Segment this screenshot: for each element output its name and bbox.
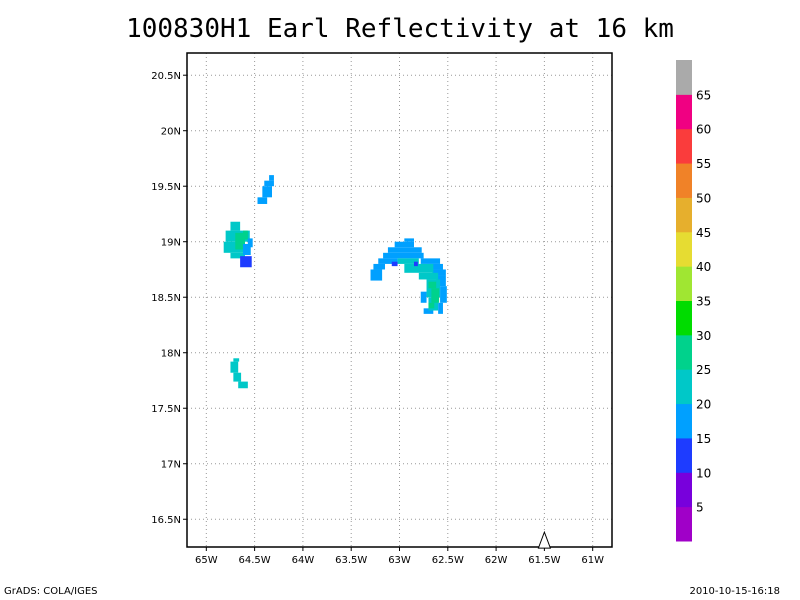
x-tick-label: 64.5W (239, 555, 271, 566)
echo-band-east-teal (404, 263, 434, 273)
echo-cell-north (257, 197, 268, 204)
chart-title: 100830H1 Earl Reflectivity at 16 km (126, 14, 674, 44)
colorbar-segment (676, 94, 692, 130)
colorbar-segment (676, 403, 692, 439)
x-tick-label: 63W (388, 555, 411, 566)
echo-cell-west (230, 252, 245, 259)
axis-ticks: 65W 64.5W 64W 63.5W 63W 62.5W 62W 61.5W 61W 16.5N… (151, 71, 604, 566)
colorbar-label: 10 (696, 466, 711, 480)
colorbar-segment (676, 60, 692, 95)
colorbar-label: 55 (696, 157, 711, 171)
echo-band-east (436, 275, 446, 287)
echo-cell-south (233, 372, 242, 382)
echo-band-east (387, 247, 422, 253)
echo-band-east-core (431, 288, 440, 303)
triangle-icon (537, 530, 552, 549)
colorbar-segment (676, 506, 692, 542)
echo-band-east-teal (418, 272, 439, 280)
echo-cell-south (233, 358, 240, 362)
colorbar-label: 25 (696, 363, 711, 377)
colorbar-segment (676, 300, 692, 336)
echo-cell-west-blue (243, 243, 251, 256)
x-tick-label: 61.5W (528, 555, 560, 566)
echo-cell-west-dark (240, 256, 252, 268)
echo-band-east (383, 252, 424, 259)
echo-band-east (373, 263, 386, 270)
colorbar-label: 35 (696, 295, 711, 309)
colorbar-label: 50 (696, 191, 711, 205)
echo-band-east (404, 238, 414, 242)
reflectivity-echoes (223, 175, 447, 389)
colorbar-segment (676, 437, 692, 473)
colorbar: 5 10 15 20 25 30 35 40 45 50 55 60 65 (676, 60, 711, 542)
echo-band-east (370, 269, 383, 281)
colorbar-segment (676, 128, 692, 164)
storm-marker (537, 530, 552, 549)
echo-band-east (438, 302, 443, 314)
colorbar-segment (676, 163, 692, 198)
echo-band-east (426, 263, 443, 270)
echo-band-east (440, 286, 447, 303)
footer-timestamp: 2010-10-15-16:18 (689, 586, 780, 597)
x-tick-label: 63.5W (335, 555, 367, 566)
footer-credit: GrADS: COLA/IGES (4, 586, 98, 597)
colorbar-label: 65 (696, 88, 711, 102)
echo-band-east (394, 241, 414, 248)
echo-band-east-dark (391, 261, 398, 267)
echo-cell-west-core (235, 232, 245, 250)
x-tick-label: 64W (292, 555, 315, 566)
echo-cell-north (264, 180, 274, 187)
x-tick-label: 65W (195, 555, 218, 566)
x-tick-label: 62.5W (432, 555, 464, 566)
echo-band-east (420, 291, 427, 303)
colorbar-segment (676, 197, 692, 233)
colorbar-segment (676, 334, 692, 370)
echo-band-east (432, 269, 446, 276)
plot-frame (186, 52, 613, 548)
colorbar-label: 40 (696, 260, 711, 274)
grid-lines (187, 53, 612, 547)
colorbar-label: 5 (696, 501, 704, 515)
colorbar-label: 45 (696, 226, 711, 240)
colorbar-label: 20 (696, 398, 711, 412)
y-tick-label: 17N (161, 460, 181, 471)
y-tick-label: 19N (161, 238, 181, 249)
echo-cell-west (230, 221, 241, 231)
echo-cell-north (262, 186, 272, 198)
echo-band-east (420, 258, 441, 264)
x-tick-label: 61W (581, 555, 604, 566)
echo-cell-west (223, 241, 245, 253)
colorbar-label: 15 (696, 432, 711, 446)
y-tick-label: 16.5N (151, 515, 181, 526)
echo-cell-south (238, 381, 248, 389)
y-tick-label: 18N (161, 349, 181, 360)
echo-band-east (378, 258, 398, 264)
echo-cell-west-core (243, 230, 248, 240)
echo-cell-west-blue (247, 238, 253, 248)
echo-cell-north (269, 175, 274, 181)
colorbar-segment (676, 369, 692, 405)
colorbar-label: 60 (696, 123, 711, 137)
y-tick-label: 18.5N (151, 293, 181, 304)
y-tick-label: 19.5N (151, 182, 181, 193)
echo-band-east-dark (413, 261, 418, 267)
echo-cell-south (230, 361, 239, 373)
echo-band-east-teal (397, 258, 419, 264)
echo-band-east-core (428, 302, 435, 309)
colorbar-segment (676, 266, 692, 301)
y-tick-label: 17.5N (151, 404, 181, 415)
colorbar-segment (676, 231, 692, 267)
colorbar-label: 30 (696, 329, 711, 343)
x-tick-label: 62W (485, 555, 508, 566)
echo-band-east-core (428, 281, 437, 289)
colorbar-segment (676, 472, 692, 508)
y-tick-label: 20.5N (151, 71, 181, 82)
echo-band-east (423, 308, 434, 314)
y-tick-label: 20N (161, 127, 181, 138)
